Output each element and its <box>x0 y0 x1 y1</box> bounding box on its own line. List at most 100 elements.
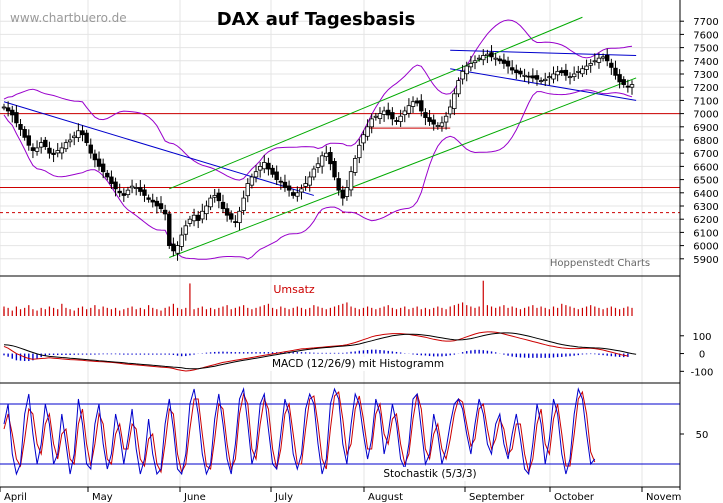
candle-body <box>295 192 300 197</box>
candle-body <box>47 147 52 154</box>
candle-body <box>476 57 482 60</box>
candle-body <box>274 171 279 181</box>
candle-body <box>158 203 164 210</box>
candle-body <box>216 192 222 202</box>
candle-body <box>63 142 69 150</box>
candle-body <box>175 245 180 254</box>
candle-body <box>551 73 556 80</box>
candle-body <box>584 65 589 70</box>
month-label: April <box>4 492 27 503</box>
candle-body <box>291 192 296 196</box>
candle-body <box>200 210 205 220</box>
candle-body <box>361 134 366 144</box>
price-tick-label: 7100 <box>693 96 718 107</box>
candle-body <box>315 163 321 168</box>
candle-body <box>414 100 420 104</box>
candle-body <box>373 115 379 118</box>
candle-body <box>543 78 548 81</box>
candle-body <box>464 65 469 75</box>
candle-body <box>183 225 188 235</box>
candle-body <box>303 183 308 187</box>
trend-line-channel-lower <box>169 77 637 258</box>
candle-body <box>154 200 160 207</box>
candle-body <box>167 213 172 246</box>
candle-body <box>162 209 168 215</box>
candle-body <box>51 152 56 155</box>
candle-body <box>299 188 304 193</box>
candle-body <box>212 195 217 198</box>
candle-body <box>195 214 201 221</box>
candle-body <box>406 105 412 114</box>
candle-body <box>534 75 540 80</box>
candle-body <box>278 180 284 183</box>
stochastic-tick-label: 50 <box>696 430 709 441</box>
candle-body <box>270 167 275 175</box>
candle-body <box>84 132 89 144</box>
candle-body <box>468 63 474 68</box>
price-tick-label: 5900 <box>693 255 718 266</box>
upper-band <box>3 19 633 181</box>
candle-body <box>38 142 44 148</box>
candle-body <box>571 73 577 78</box>
candle-body <box>171 243 176 252</box>
candle-body <box>14 112 19 124</box>
candle-body <box>109 176 114 184</box>
candle-body <box>229 213 234 220</box>
volume-label-background <box>271 282 317 297</box>
stochastic-d-line <box>3 390 596 474</box>
candle-body <box>113 181 118 190</box>
candle-body <box>576 70 581 73</box>
candle-body <box>443 115 449 123</box>
candle-body <box>518 70 523 75</box>
candle-body <box>419 100 424 112</box>
price-tick-label: 6400 <box>693 189 718 200</box>
candle-body <box>613 67 618 76</box>
stochastic-k-line <box>3 387 596 476</box>
price-tick-label: 6000 <box>693 242 718 253</box>
candle-body <box>1 106 7 109</box>
macd-label-background <box>269 357 447 371</box>
candle-body <box>514 69 519 74</box>
macd-label: MACD (12/26/9) mit Histogramm <box>272 358 444 370</box>
candle-body <box>377 113 383 120</box>
candle-body <box>402 110 407 116</box>
candle-body <box>559 70 564 74</box>
macd-tick-label: 100 <box>692 332 711 343</box>
candle-body <box>125 189 131 196</box>
price-tick-label: 6900 <box>693 123 718 134</box>
candle-body <box>357 144 362 159</box>
candle-body <box>59 147 65 154</box>
candle-body <box>336 178 341 191</box>
candle-body <box>431 119 436 125</box>
candle-body <box>100 163 106 173</box>
month-label: October <box>554 492 595 503</box>
candle-body <box>18 124 23 130</box>
candle-body <box>460 70 465 80</box>
candle-body <box>129 185 135 189</box>
candle-body <box>22 129 27 138</box>
candle-body <box>92 153 98 161</box>
candle-body <box>563 69 569 76</box>
candle-body <box>282 181 288 188</box>
macd-tick-label: -100 <box>691 367 714 378</box>
month-label: September <box>469 492 525 503</box>
candle-body <box>530 75 536 79</box>
candle-body <box>472 60 478 64</box>
macd-tick-label: 0 <box>699 350 705 361</box>
candle-body <box>596 57 602 63</box>
candle-body <box>567 76 573 79</box>
price-tick-label: 6500 <box>693 176 718 187</box>
candle-body <box>547 76 552 79</box>
candle-body <box>138 187 143 192</box>
candle-body <box>501 59 507 64</box>
price-tick-label: 6700 <box>693 149 718 160</box>
candle-body <box>80 130 85 136</box>
month-label: May <box>92 492 113 503</box>
price-tick-label: 6200 <box>693 215 718 226</box>
candle-body <box>224 208 230 216</box>
candle-body <box>485 53 490 56</box>
candle-body <box>286 185 292 191</box>
candle-body <box>489 52 494 58</box>
candle-body <box>522 74 527 77</box>
candle-body <box>481 55 486 61</box>
